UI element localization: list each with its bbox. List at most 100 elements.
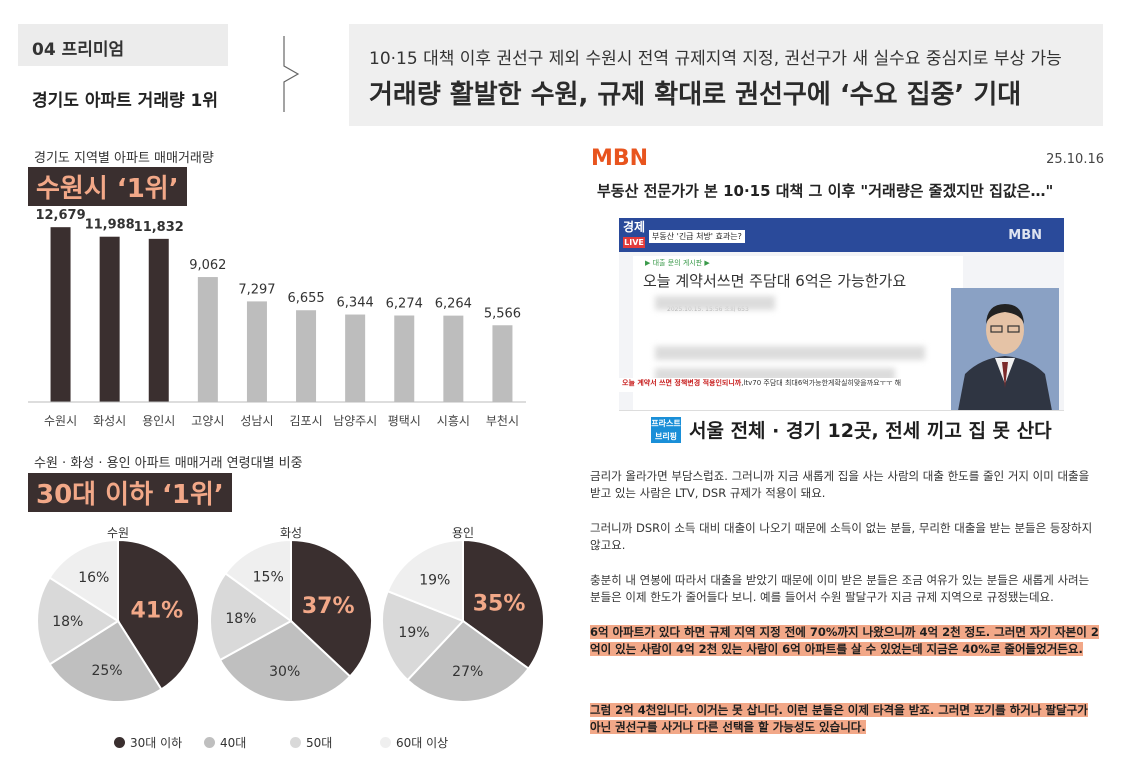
article-paragraph: 그러니까 DSR이 소득 대비 대출이 나오기 때문에 소득이 없는 분들, 무… [590,521,1093,552]
highlighted-text: 6억 아파트가 있다 하면 규제 지역 지정 전에 70%까지 나왔으니까 4억… [590,625,1099,656]
bar [492,325,513,402]
section-tag: 04 프리미엄 [18,24,228,66]
bar-value-label: 6,655 [287,291,324,306]
bar-value-label: 6,274 [386,296,423,311]
pie-chart-caption: 수원 · 화성 · 용인 아파트 매매거래 연령대별 비중 [34,456,303,471]
bar [50,227,71,402]
article-paragraph: 금리가 올라가면 부담스럽죠. 그러니까 지금 새롭게 집을 사는 사람의 대출… [590,469,1090,500]
pie-slice-label: 30% [269,664,300,680]
pie-slice [209,571,293,662]
category-label: 시흥시 [437,414,470,428]
video-caption: 서울 전체 · 경기 12곳, 전세 끼고 집 못 산다 [689,420,1052,442]
pie-slice [406,619,530,703]
legend-swatch [380,737,391,748]
legend-swatch [114,737,125,748]
briefing-badge: 프라스트 브리핑 [651,417,681,443]
pie-charts: 수원 41% 25% 18% 16% 화성 37% 30% 18% 15% 용인 35% 27% 19% 1… [36,526,545,703]
video-badge: 경제 [623,220,646,234]
mbn-logo: MBN [591,146,649,171]
post-title: 오늘 계약서쓰면 주담대 6억은 가능한가요 [643,272,907,290]
pie-slice-label: 35% [473,592,526,617]
category-label: 평택시 [388,414,421,428]
bar-value-label: 7,297 [238,282,275,297]
article-paragraph: 충분히 내 연봉에 따라서 대출을 받았기 때문에 이미 받은 분들은 조금 여… [590,573,1090,604]
forum-post: ▶ 대출 문의 게시판 ▶ 오늘 계약서쓰면 주담대 6억은 가능한가요 202… [633,256,963,416]
legend-label: 30대 이하 [130,736,183,750]
legend-swatch [290,737,301,748]
bar-value-label: 11,832 [134,220,184,235]
pie-slice [36,576,120,666]
section-tag-label: 04 프리미엄 [32,40,125,60]
category-label: 남양주시 [333,414,377,428]
bar-value-label: 6,344 [337,296,374,311]
article-date: 25.10.16 [1046,152,1104,167]
bar-chart: 12,679 수원시 11,988 화성시 11,832 용인시 9,062 고양시 7,297… [28,208,526,428]
category-label: 화성시 [93,414,126,428]
pie-slice-label: 27% [452,664,483,680]
bar-chart-highlight: 수원시 ‘1위’ [28,167,187,206]
bar-value-label: 6,264 [435,297,472,312]
blurred-text [655,346,925,360]
pie-slice-label: 41% [131,599,184,624]
pie-slice-label: 37% [302,594,355,619]
bar-chart-caption: 경기도 지역별 아파트 매매거래량 [34,151,214,166]
bar-value-label: 9,062 [189,258,226,273]
category-label: 김포시 [289,414,322,428]
pie-title: 화성 [280,526,302,540]
bar [148,238,169,402]
video-topic: 부동산 '긴급 처방' 효과는? [649,230,745,243]
pie-title: 수원 [107,526,129,540]
bar [394,315,415,402]
legend-label: 60대 이상 [396,736,449,750]
pie-slice-label: 15% [253,569,284,585]
pie-slice [224,538,292,623]
bar [246,301,267,402]
section-subtitle: 경기도 아파트 거래량 1위 [32,91,218,111]
bar-value-label: 12,679 [35,208,85,223]
category-label: 용인시 [142,414,175,428]
pie-slice [290,538,373,678]
article-paragraph-highlight: 6억 아파트가 있다 하면 규제 지역 지정 전에 70%까지 나왔으니까 4억… [590,624,1100,658]
bar [197,277,218,402]
legend-label: 50대 [306,736,333,750]
pie-slice-label: 18% [52,614,83,630]
pie-chart-highlight: 30대 이하 ‘1위’ [28,473,232,512]
video-mbn-logo: MBN [1008,228,1042,243]
pie-slice-label: 16% [78,570,109,586]
hero-banner: 10·15 대책 이후 권선구 제외 수원시 전역 규제지역 지정, 권선구가 … [349,24,1103,126]
hero-subtitle: 10·15 대책 이후 권선구 제외 수원시 전역 규제지역 지정, 권선구가 … [369,49,1062,69]
pie-slice [218,619,352,703]
blurred-text [655,296,775,310]
hero-title: 거래량 활발한 수원, 규제 확대로 권선구에 ‘수요 집중’ 기대 [369,80,1022,110]
category-label: 수원시 [44,414,77,428]
bar-value-label: 11,988 [85,218,135,233]
ticker-text: ,ltv70 주담대 최대6억가능한게확실히맞을까요ㅜㅜ 해 [741,379,902,387]
bar [345,314,366,402]
post-breadcrumb: ▶ 대출 문의 게시판 ▶ [645,259,710,267]
chevron-right-icon [283,36,300,112]
pie-title: 용인 [452,526,474,540]
video-top-bar: 경제 LIVE 부동산 '긴급 처방' 효과는? MBN [619,218,1064,252]
pie-slice [48,619,163,703]
bar [296,310,317,402]
commentator-figure [951,288,1059,416]
pie-slice [48,538,119,623]
article-paragraph-highlight: 그럼 2억 4천입니다. 이거는 못 삽니다. 이런 분들은 이제 타격을 받죠… [590,702,1100,736]
video-ticker: 오늘 계약서 쓰면 정책변경 적용인되니까,ltv70 주담대 최대6억가능한게… [619,378,964,392]
highlighted-text: 그럼 2억 4천입니다. 이거는 못 삽니다. 이런 분들은 이제 타격을 받죠… [590,703,1088,734]
bar-value-label: 5,566 [484,306,521,321]
live-badge: LIVE [623,237,645,248]
pie-slice-label: 19% [398,625,429,641]
pie-slice [386,538,464,623]
pie-slice-label: 18% [225,611,256,627]
video-caption-banner: 프라스트 브리핑 서울 전체 · 경기 12곳, 전세 끼고 집 못 산다 [619,410,1064,448]
ticker-highlight: 오늘 계약서 쓰면 정책변경 적용인되니까 [622,379,742,387]
bar [443,315,464,402]
legend-swatch [204,737,215,748]
bar [99,236,120,402]
category-label: 부천시 [486,413,519,428]
video-still[interactable]: 경제 LIVE 부동산 '긴급 처방' 효과는? MBN ▶ 대출 문의 게시판… [619,218,1064,448]
pie-slice-label: 19% [419,572,450,588]
category-label: 고양시 [191,414,224,428]
pie-slice-label: 25% [91,663,122,679]
